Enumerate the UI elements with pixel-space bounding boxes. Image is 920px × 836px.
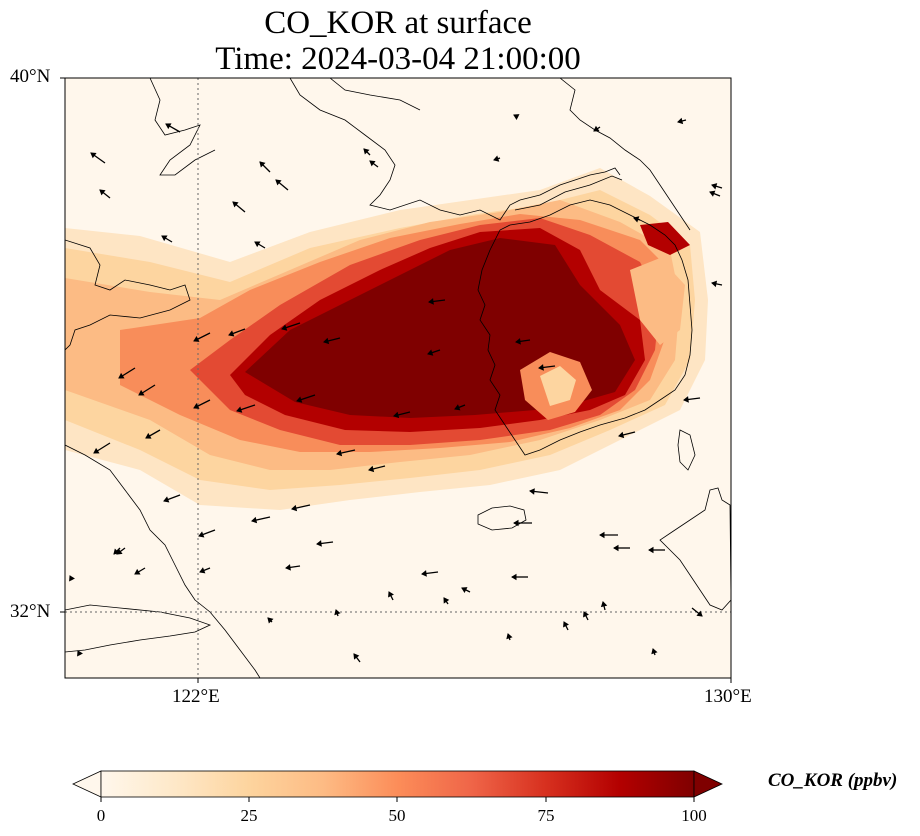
colorbar-tick-label: 25: [240, 806, 258, 825]
wind-arrow-head: [93, 447, 100, 454]
wind-arrow-head: [709, 190, 716, 197]
map-time: Time: 2024-03-04 21:00:00: [215, 41, 581, 77]
wind-arrow-head: [651, 648, 658, 655]
wind-arrow-head: [677, 117, 684, 125]
wind-arrow-head: [134, 568, 141, 575]
wind-arrow-head: [363, 148, 370, 155]
wind-arrow-head: [193, 403, 200, 409]
wind-arrow-head: [316, 540, 322, 547]
colorbar-gradient: [100, 770, 695, 798]
wind-arrow-head: [232, 201, 239, 208]
wind-arrow-head: [428, 298, 434, 305]
wind-arrow-head: [506, 633, 513, 640]
wind-arrow-head: [513, 519, 519, 527]
wind-arrow-head: [69, 575, 75, 582]
wind-arrow-head: [254, 241, 261, 248]
wind-arrow-head: [393, 411, 400, 419]
wind-arrow-head: [145, 432, 152, 439]
wind-arrow-head: [461, 587, 468, 593]
wind-arrow-head: [165, 123, 172, 130]
wind-arrow-head: [199, 567, 206, 574]
colorbar-tick-label: 50: [388, 806, 406, 825]
colorbar-title: CO_KOR (ppbv): [768, 770, 898, 791]
wind-arrow-head: [515, 338, 521, 345]
wind-arrow-head: [618, 431, 625, 439]
colorbar-tick-label: 0: [96, 806, 106, 825]
wind-arrow-head: [599, 531, 605, 539]
wind-arrow-head: [228, 330, 235, 337]
wind-arrow-head: [683, 396, 689, 403]
wind-arrow-head: [513, 114, 520, 120]
wind-arrow-head: [633, 216, 640, 223]
wind-arrow-head: [511, 573, 517, 581]
wind-arrow-head: [454, 404, 461, 411]
wind-arrow-head: [583, 611, 589, 618]
colorbar-tick-label: 75: [537, 806, 555, 825]
wind-arrow-head: [251, 516, 258, 524]
wind-arrow-head: [236, 406, 243, 413]
wind-arrow-head: [161, 235, 168, 242]
wind-arrow-head: [711, 280, 718, 288]
wind-arrow-head: [711, 183, 718, 190]
wind-arrow-head: [291, 504, 298, 512]
wind-arrow-head: [529, 488, 535, 495]
wind-arrow-head: [600, 601, 608, 608]
wind-arrow-head: [163, 496, 170, 503]
wind-vectors: [69, 114, 723, 663]
wind-arrow-head: [296, 396, 303, 403]
wind-arrow-head: [334, 609, 341, 616]
wind-arrow-head: [118, 372, 125, 379]
wind-arrow-head: [90, 152, 97, 159]
colorbar-tick-label: 100: [681, 806, 707, 825]
wind-arrow-head: [259, 161, 266, 168]
wind-arrow-head: [138, 389, 145, 396]
wind-arrow-head: [493, 155, 500, 162]
wind-arrow-head: [368, 465, 375, 473]
wind-arrow-head: [443, 597, 450, 604]
wind-arrow-head: [99, 189, 106, 196]
wind-arrow-head: [113, 548, 120, 555]
wind-arrow-head: [563, 621, 569, 628]
wind-arrow-head: [323, 337, 330, 345]
wind-arrow-head: [696, 610, 703, 617]
lon-tick-label: 130°E: [704, 686, 752, 707]
lat-tick-label: 40°N: [10, 66, 51, 87]
wind-arrow-head: [353, 653, 360, 660]
wind-arrow-head: [267, 617, 274, 624]
wind-arrow-head: [388, 591, 394, 598]
wind-arrow-head: [285, 564, 291, 571]
wind-arrow-head: [198, 531, 205, 538]
colorbar-min-extend: [72, 770, 102, 798]
coastlines: [65, 78, 731, 678]
lat-tick-label: 32°N: [10, 601, 51, 622]
wind-arrow-head: [193, 336, 200, 342]
wind-arrow-head: [77, 650, 83, 657]
wind-arrow-head: [427, 349, 434, 356]
wind-arrow-head: [421, 570, 427, 577]
wind-arrow-head: [648, 546, 654, 554]
map-title: CO_KOR at surface: [264, 5, 532, 41]
wind-arrow-head: [593, 125, 600, 132]
wind-arrow-head: [275, 179, 282, 186]
gridlines: [65, 78, 731, 678]
wind-arrow-head: [369, 160, 376, 167]
colorbar-max-extend: [693, 770, 723, 798]
co-concentration-field: [65, 168, 708, 510]
map-frame: [64, 77, 732, 679]
lon-tick-label: 122°E: [172, 686, 220, 707]
wind-arrow-head: [336, 449, 343, 457]
wind-arrow-head: [281, 324, 288, 331]
wind-arrow-head: [538, 364, 544, 371]
wind-arrow-head: [613, 544, 619, 552]
